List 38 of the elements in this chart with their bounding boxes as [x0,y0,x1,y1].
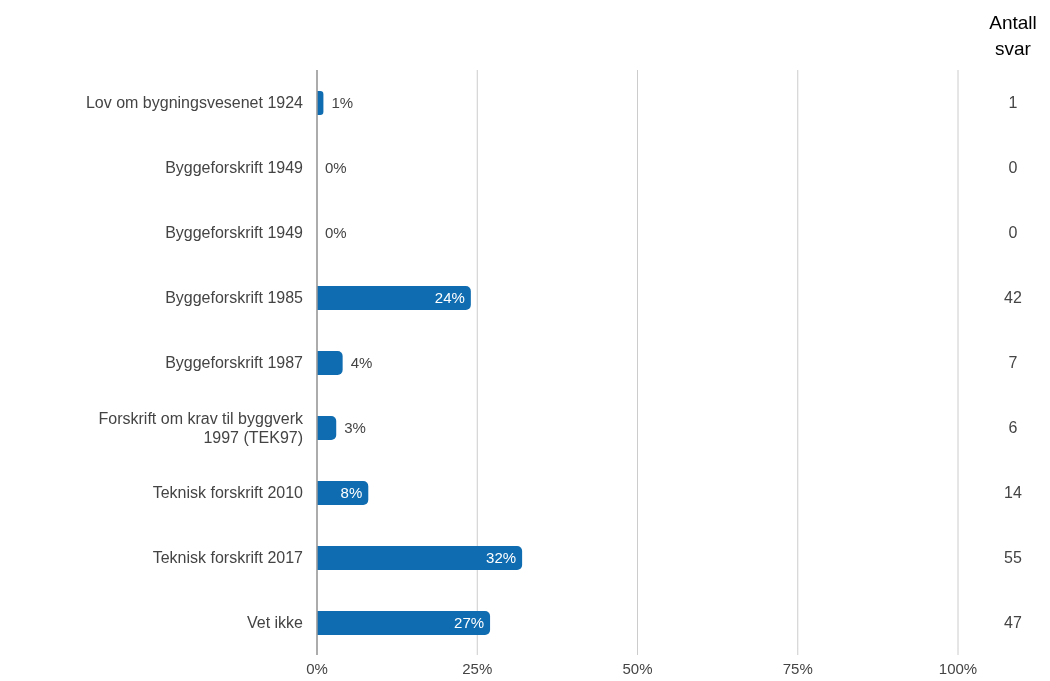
bar [317,351,343,375]
x-tick-label: 75% [782,659,813,677]
bar [317,546,523,570]
y-tick-label: Byggeforskrift 1987 [165,354,304,372]
text: 1 [1007,92,1019,113]
data-label: 32% [486,547,517,568]
x-tick-label: 50% [622,659,653,677]
data-label: 27% [454,612,485,633]
y-tick-label: Vet ikke [246,614,304,632]
text: 0 [1007,222,1019,243]
data-label: 0% [325,222,347,243]
y-tick-label: Byggeforskrift 1949 [165,159,304,177]
y-tick-label: Teknisk forskrift 2010 [152,484,304,502]
y-tick-label: Lov om bygningsvesenet 1924 [85,94,304,112]
data-label: 1% [331,92,354,113]
text: 42 [1003,287,1023,308]
bar [317,286,471,310]
y-tick-label: Teknisk forskrift 2017 [152,549,304,567]
data-label: 24% [434,287,465,308]
data-label: 3% [344,417,366,438]
y-tick-label: Forskrift om krav til byggverk 1997 (TEK97) [98,409,304,446]
text: 7 [1007,352,1019,373]
data-label: 8% [340,482,363,503]
x-tick-label: 0% [306,659,328,677]
column-header: Antall svar [988,11,1038,61]
text: 6 [1007,417,1019,438]
text: 14 [1003,482,1023,503]
bar [317,611,491,635]
x-tick-label: 100% [938,659,978,677]
text: 55 [1003,547,1023,568]
y-tick-label: Byggeforskrift 1949 [165,224,304,242]
text: 0 [1007,157,1019,178]
text: 47 [1003,612,1023,633]
x-tick-label: 25% [462,659,493,677]
y-tick-label: Byggeforskrift 1985 [165,289,304,307]
data-label: 0% [325,157,347,178]
data-label: 4% [350,352,373,373]
bar [317,416,337,440]
